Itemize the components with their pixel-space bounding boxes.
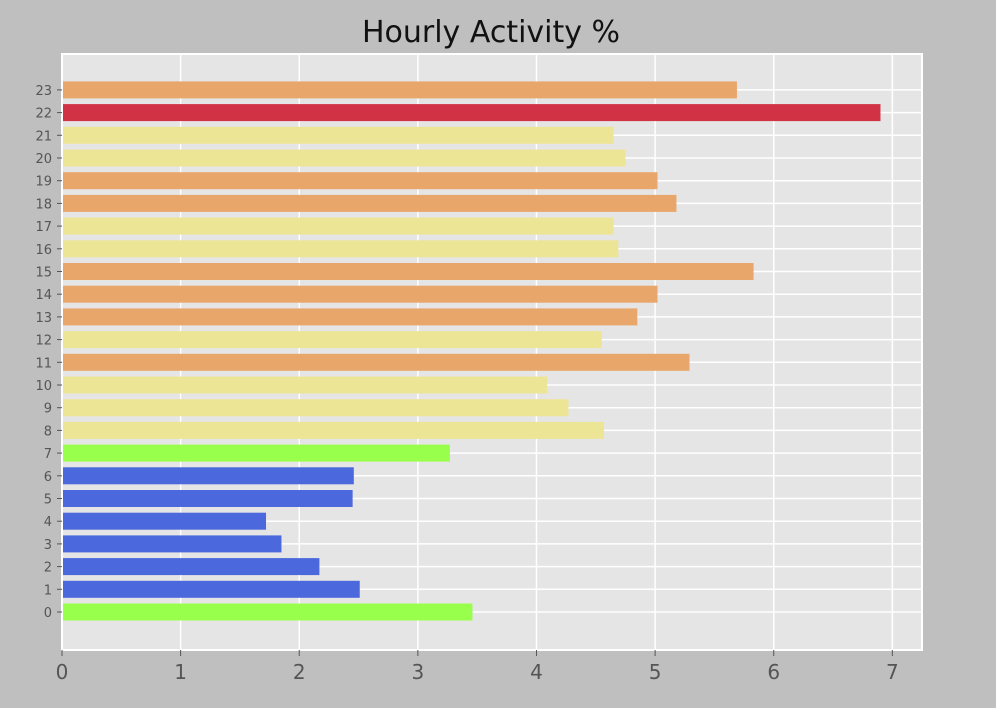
y-tick-label: 5 bbox=[44, 493, 52, 508]
bar-hour-9 bbox=[62, 399, 569, 417]
y-tick-label: 2 bbox=[44, 561, 52, 576]
x-tick-label: 6 bbox=[767, 660, 780, 684]
y-tick-label: 14 bbox=[35, 288, 52, 303]
y-tick-label: 13 bbox=[35, 311, 52, 326]
y-tick-label: 7 bbox=[44, 447, 52, 462]
y-tick-label: 23 bbox=[35, 84, 52, 99]
y-tick-label: 8 bbox=[44, 424, 52, 439]
bar-hour-21 bbox=[62, 126, 614, 144]
bar-hour-2 bbox=[62, 558, 320, 576]
bar-hour-18 bbox=[62, 194, 677, 212]
chart-title: Hourly Activity % bbox=[362, 15, 620, 50]
bar-hour-5 bbox=[62, 490, 353, 507]
bar-hour-10 bbox=[62, 376, 548, 394]
bar-hour-1 bbox=[62, 580, 360, 598]
bar-hour-0 bbox=[62, 603, 473, 621]
bar-hour-4 bbox=[62, 512, 267, 530]
bars bbox=[62, 81, 881, 621]
y-tick-label: 16 bbox=[35, 243, 52, 258]
bar-hour-16 bbox=[62, 240, 619, 258]
x-tick-label: 0 bbox=[56, 660, 69, 684]
y-tick-label: 6 bbox=[44, 470, 52, 485]
bar-hour-6 bbox=[62, 467, 354, 485]
x-tick-label: 1 bbox=[174, 660, 187, 684]
bar-hour-15 bbox=[62, 263, 754, 280]
bar-hour-23 bbox=[62, 81, 737, 99]
y-tick-label: 4 bbox=[44, 515, 52, 530]
y-tick-label: 0 bbox=[44, 606, 52, 621]
bar-hour-3 bbox=[62, 535, 282, 553]
x-tick-label: 7 bbox=[886, 660, 899, 684]
y-tick-label: 9 bbox=[44, 402, 52, 417]
y-tick-label: 1 bbox=[44, 583, 52, 598]
y-tick-label: 11 bbox=[35, 356, 52, 371]
bar-hour-20 bbox=[62, 149, 626, 167]
y-tick-label: 10 bbox=[35, 379, 52, 394]
bar-hour-7 bbox=[62, 444, 450, 462]
bar-hour-8 bbox=[62, 421, 605, 439]
y-tick-label: 3 bbox=[44, 538, 52, 553]
x-tick-label: 4 bbox=[530, 660, 543, 684]
y-tick-label: 21 bbox=[35, 129, 52, 144]
x-tick-label: 2 bbox=[293, 660, 306, 684]
bar-hour-13 bbox=[62, 308, 638, 326]
y-tick-label: 18 bbox=[35, 197, 52, 212]
y-tick-label: 20 bbox=[35, 152, 52, 167]
y-tick-label: 15 bbox=[35, 266, 52, 281]
y-tick-label: 12 bbox=[35, 334, 52, 349]
bar-hour-14 bbox=[62, 285, 658, 303]
bar-hour-11 bbox=[62, 353, 690, 371]
y-tick-label: 22 bbox=[35, 107, 52, 122]
bar-hour-22 bbox=[62, 104, 881, 122]
y-tick-label: 19 bbox=[35, 175, 52, 190]
x-tick-label: 3 bbox=[411, 660, 424, 684]
bar-hour-17 bbox=[62, 217, 614, 235]
plot-frame bbox=[61, 53, 923, 651]
y-tick-label: 17 bbox=[35, 220, 52, 235]
bar-hour-12 bbox=[62, 331, 602, 349]
bar-hour-19 bbox=[62, 172, 658, 190]
x-tick-label: 5 bbox=[649, 660, 662, 684]
